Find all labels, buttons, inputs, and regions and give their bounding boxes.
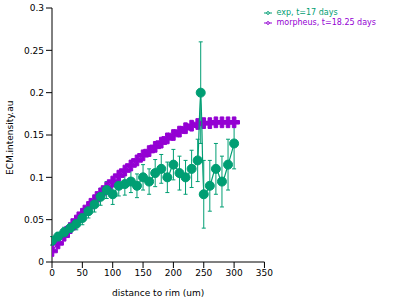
- svg-text:0: 0: [49, 268, 55, 278]
- html-text:morpheus, t=18.25 days: morpheus, t=18.25 days: [276, 18, 376, 27]
- svg-text:0.3: 0.3: [30, 3, 44, 13]
- svg-text:distance to rim (um): distance to rim (um): [112, 288, 204, 298]
- svg-text:0.15: 0.15: [24, 130, 44, 140]
- svg-text:50: 50: [77, 268, 89, 278]
- svg-text:0.1: 0.1: [30, 173, 44, 183]
- svg-text:150: 150: [134, 268, 151, 278]
- svg-text:0: 0: [38, 257, 44, 267]
- svg-text:200: 200: [165, 268, 182, 278]
- svg-text:350: 350: [256, 268, 273, 278]
- svg-text:0.2: 0.2: [30, 88, 44, 98]
- svg-text:300: 300: [226, 268, 243, 278]
- html-text:exp, t=17 days: exp, t=17 days: [276, 8, 338, 17]
- svg-text:250: 250: [195, 268, 212, 278]
- svg-text:0.25: 0.25: [24, 46, 44, 56]
- svg-text:ECM.intensity.au: ECM.intensity.au: [8, 101, 15, 175]
- svg-text:100: 100: [104, 268, 121, 278]
- svg-text:0.05: 0.05: [24, 215, 44, 225]
